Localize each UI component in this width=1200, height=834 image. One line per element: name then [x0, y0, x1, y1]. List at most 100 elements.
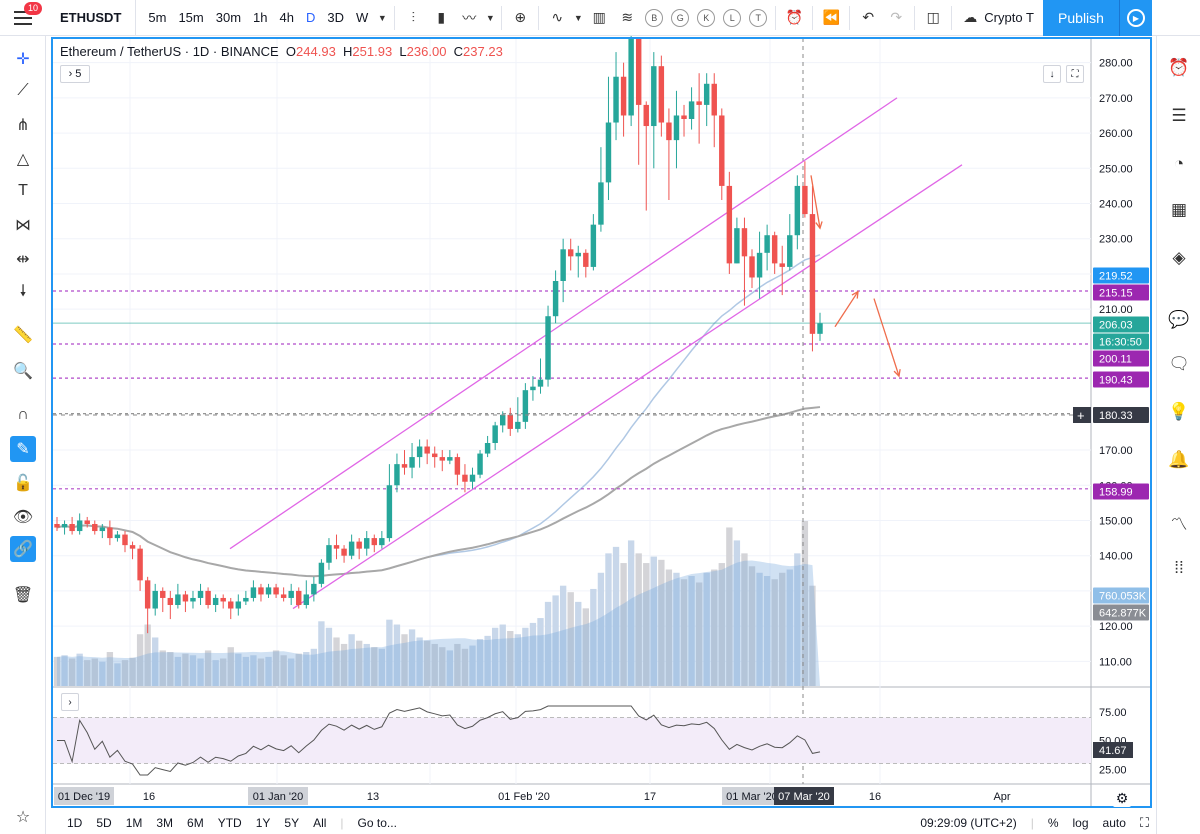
dots-grid-icon[interactable]: ⁞⁞ [1174, 558, 1184, 577]
candle-body [515, 421, 521, 429]
zoom-in-icon[interactable]: 🔍 [13, 363, 33, 380]
range-1d[interactable]: 1D [67, 816, 83, 830]
timeframe-5m[interactable]: 5m [148, 10, 167, 25]
scale-settings-icon[interactable]: ⛶ [1139, 815, 1149, 830]
goto-button[interactable]: Go to... [357, 816, 397, 830]
range-5d[interactable]: 5D [96, 816, 112, 830]
open-value: 244.93 [296, 44, 336, 59]
fullscreen-icon[interactable]: ⛶ [1066, 65, 1084, 83]
timeframe-30m[interactable]: 30m [215, 10, 242, 25]
arrow-down-icon[interactable]: 🠗 [19, 282, 27, 300]
volume-bar [257, 658, 265, 686]
bell-icon[interactable]: 🔔 [1168, 450, 1190, 469]
watchlist-icon[interactable]: ☰ [1171, 106, 1187, 125]
alarm-clock-icon[interactable]: ⏰ [1168, 58, 1190, 77]
volume-bar [416, 637, 423, 686]
legend-title[interactable]: Ethereum / TetherUS · 1D · BINANCE [60, 44, 279, 59]
percent-toggle[interactable]: % [1047, 816, 1059, 830]
shapes-icon[interactable]: △ [16, 151, 30, 168]
layout-name[interactable]: Crypto T [984, 10, 1034, 25]
link-icon[interactable]: 🔗 [10, 536, 36, 562]
timeframe-3d[interactable]: 3D [327, 10, 344, 25]
prediction-icon[interactable]: ⇹ [16, 251, 30, 268]
lock-drawing-icon[interactable]: ✎ [10, 436, 36, 462]
volume-bar [597, 572, 605, 686]
chevron-down-icon[interactable]: ▼ [485, 12, 495, 23]
price-tick-label: 260.00 [1099, 128, 1133, 140]
candle-body [537, 379, 544, 387]
range-3m[interactable]: 3M [156, 816, 174, 830]
timeframe-d[interactable]: D [305, 10, 316, 25]
calendar-icon[interactable]: ▦ [1170, 200, 1188, 219]
range-all[interactable]: All [313, 816, 327, 830]
timeframe-15m[interactable]: 15m [178, 10, 204, 25]
pattern-icon[interactable]: ⋈ [15, 217, 31, 234]
divider [394, 5, 396, 30]
volume-bar [189, 655, 197, 686]
alert-clock-icon[interactable]: ⏰ [785, 9, 803, 25]
range-6m[interactable]: 6M [187, 816, 204, 830]
range-ytd[interactable]: YTD [217, 816, 242, 830]
crosshair-icon[interactable]: ✛ [16, 51, 30, 68]
unlock-icon[interactable]: 🔓 [13, 475, 33, 492]
undo-icon[interactable]: ↶ [862, 9, 875, 25]
time-label-current [774, 787, 834, 805]
indicator-letter-l[interactable]: L [723, 8, 742, 27]
indicator-letter-b[interactable]: B [645, 8, 664, 27]
financials-icon[interactable]: ▥ [592, 9, 606, 25]
timeframe-1h[interactable]: 1h [253, 10, 268, 25]
trash-icon[interactable]: 🗑 [12, 587, 34, 604]
hotlist-icon[interactable]: ◈ [1172, 248, 1186, 267]
redo-icon[interactable]: ↷ [890, 9, 903, 25]
data-window-icon[interactable]: ◔ [1173, 154, 1185, 173]
volume-bar [552, 595, 559, 686]
indicators-icon[interactable]: ∿ [551, 9, 564, 25]
rsi-collapse-button[interactable]: › [61, 693, 79, 711]
range-1m[interactable]: 1M [125, 816, 143, 830]
chevron-down-icon[interactable]: ▼ [573, 12, 583, 23]
indicator-letter-t[interactable]: T [749, 8, 768, 27]
symbol-search-button[interactable]: ETHUSDT [46, 0, 137, 36]
range-1y[interactable]: 1Y [255, 816, 271, 830]
main-menu-button[interactable]: 10 [0, 0, 46, 36]
timeframe-4h[interactable]: 4h [279, 10, 294, 25]
bar-chart-style-icon[interactable]: ⫶ [411, 9, 416, 25]
star-icon[interactable]: ☆ [15, 809, 31, 826]
streams-icon[interactable]: 💡 [1168, 402, 1190, 421]
indicator-letter-g[interactable]: G [671, 8, 690, 27]
settings-gear-icon[interactable]: ⚙ [1113, 789, 1131, 807]
line-chart-style-icon[interactable]: 〰 [462, 9, 477, 26]
log-toggle[interactable]: log [1072, 816, 1089, 830]
clock-readout: 09:29:09 (UTC+2) [920, 816, 1017, 830]
auto-toggle[interactable]: auto [1102, 816, 1126, 830]
magnet-icon[interactable]: ∩ [17, 406, 29, 423]
layout-icon[interactable]: ◫ [926, 9, 940, 25]
publish-button[interactable]: Publish [1043, 0, 1119, 36]
ruler-icon[interactable]: 📏 [13, 327, 33, 344]
timeframe-w[interactable]: W [356, 10, 369, 25]
compare-add-icon[interactable]: ⊕ [514, 9, 527, 25]
candle-body [273, 587, 279, 595]
candle-body [696, 101, 702, 105]
trend-line-icon[interactable]: ⟋ [17, 82, 29, 99]
chevron-down-icon[interactable]: ▼ [377, 12, 387, 23]
eye-icon[interactable]: 👁 [12, 509, 34, 526]
indicators-collapse-button[interactable]: › 5 [60, 65, 90, 83]
templates-icon[interactable]: ≋ [621, 9, 634, 25]
divider [538, 5, 540, 30]
indicator-letter-k[interactable]: K [697, 8, 716, 27]
time-tick-label: 16 [143, 791, 155, 803]
candle-body [318, 562, 325, 584]
ideas-icon[interactable]: 💬 [1168, 310, 1190, 329]
range-5y[interactable]: 5Y [284, 816, 300, 830]
replay-icon[interactable]: ⏪ [822, 9, 840, 25]
pitchfork-icon[interactable]: ⋔ [16, 117, 30, 134]
text-tool-icon[interactable]: T [18, 182, 28, 199]
download-icon[interactable]: ↓ [1043, 65, 1061, 83]
trading-panel-icon[interactable]: 〽 [1170, 514, 1188, 534]
play-button[interactable]: ▶ [1119, 0, 1152, 36]
candle-chart-style-icon[interactable]: ▮ [437, 9, 446, 25]
candle-body [719, 115, 725, 186]
chat-icon[interactable]: 🗨 [1168, 354, 1190, 373]
